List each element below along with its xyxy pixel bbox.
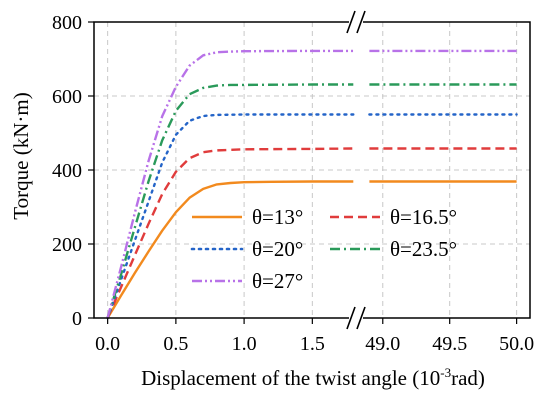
series-line [106,49,354,319]
series-line [106,83,354,319]
y-axis-label: Torque (kN·m) [9,92,33,219]
series-line [106,180,354,319]
x-axis-label: Displacement of the twist angle (10-3rad… [141,365,485,390]
x-tick-label: 49.5 [432,333,467,355]
legend-label: θ=13° [252,205,303,229]
axes [88,10,531,330]
legend: θ=13° θ=16.5° θ=20° θ=23.5° θ=27° [190,205,457,293]
plot-frame [93,21,531,319]
x-tick-label: 0.0 [95,333,120,355]
x-tick-label: 0.5 [163,333,188,355]
axis-break-mark [346,10,356,34]
x-tick-label: 49.0 [365,333,400,355]
axis-break-mark [356,306,366,330]
x-tick-label: 1.0 [232,333,257,355]
grid [94,22,530,318]
axis-break-mark [346,306,356,330]
x-axis-label-exponent: -3 [440,365,451,380]
y-tick-label: 600 [52,86,82,108]
x-axis-label-main: Displacement of the twist angle (10 [141,366,440,390]
series-line [106,147,354,319]
legend-label: θ=16.5° [390,205,457,229]
x-tick-label: 1.5 [300,333,325,355]
axis-break-mark [356,10,366,34]
x-axis-label-unit: rad) [451,366,485,390]
y-tick-label: 400 [52,160,82,182]
legend-label: θ=20° [252,237,303,261]
y-tick-label: 0 [72,308,82,330]
y-tick-label: 800 [52,12,82,34]
tick-labels: 0 200 400 600 800 0.0 0.5 1.0 1.5 49.0 49.5 50.0 [52,12,534,355]
y-tick-label: 200 [52,234,82,256]
series-lines [106,49,518,320]
legend-label: θ=27° [252,269,303,293]
x-tick-label: 50.0 [499,333,534,355]
legend-label: θ=23.5° [390,237,457,261]
series-line [106,113,355,320]
